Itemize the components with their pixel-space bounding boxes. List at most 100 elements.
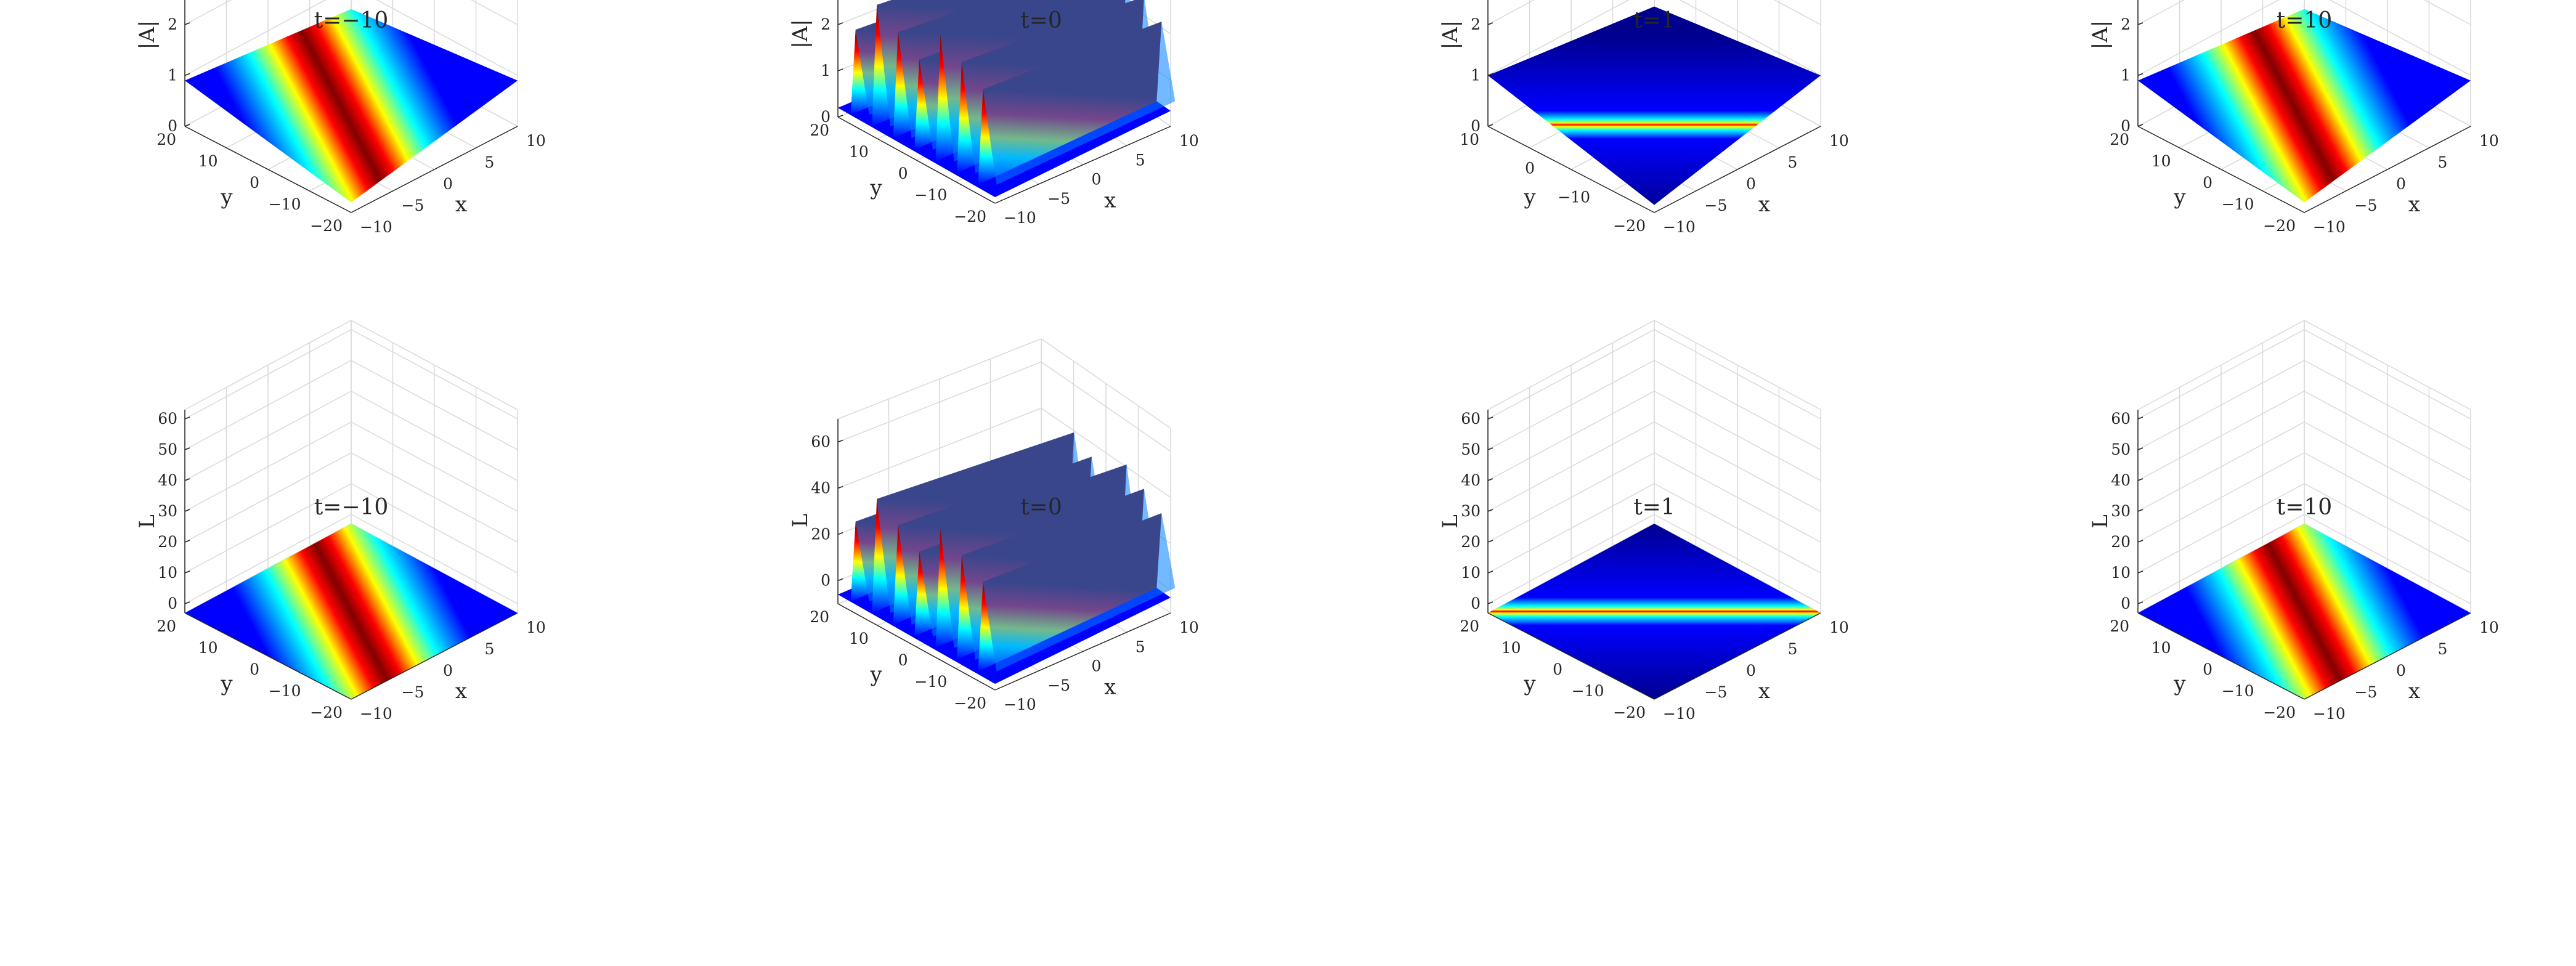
z-axis-label: |A| xyxy=(2088,20,2113,49)
y-tick-label: −20 xyxy=(954,208,986,225)
z-tick-label: 20 xyxy=(2111,533,2131,551)
x-tick-label: 0 xyxy=(2396,175,2406,193)
z-tick-label: 2 xyxy=(821,15,831,33)
x-axis-label: x xyxy=(1758,679,1770,704)
surface xyxy=(1488,6,1821,205)
surface xyxy=(838,0,1176,197)
x-tick-label: −5 xyxy=(1705,197,1728,214)
x-tick-label: −10 xyxy=(2313,218,2346,236)
surface-sheet xyxy=(2138,9,2471,203)
chart-title: t=1 xyxy=(1633,495,1675,520)
z-tick-label: 2 xyxy=(2121,15,2131,33)
x-tick-label: 0 xyxy=(443,662,453,680)
z-tick-label: 50 xyxy=(158,440,177,458)
x-tick-label: 5 xyxy=(2438,640,2448,658)
z-tick-label: 60 xyxy=(811,433,831,451)
z-tick-label: 0 xyxy=(1471,117,1481,135)
y-tick-label: 0 xyxy=(1553,660,1562,678)
y-tick-label: 20 xyxy=(156,617,176,635)
x-tick-label: −5 xyxy=(1705,683,1728,701)
z-tick-label: 1 xyxy=(821,62,831,79)
surface xyxy=(2138,9,2471,203)
surface xyxy=(185,524,518,699)
y-tick-label: −20 xyxy=(1613,217,1646,235)
z-tick-label: 20 xyxy=(158,533,177,551)
y-tick-label: 20 xyxy=(810,608,829,626)
x-axis-label: x xyxy=(455,679,467,704)
axes-lines xyxy=(184,0,518,213)
axes-lines xyxy=(837,419,1171,691)
x-tick-label: −10 xyxy=(360,705,392,723)
y-tick-label: 20 xyxy=(156,131,176,148)
z-tick-label: 0 xyxy=(168,117,177,135)
y-axis-label: y xyxy=(2173,185,2186,209)
z-tick-label: 10 xyxy=(1461,564,1481,582)
x-tick-label: 10 xyxy=(2479,132,2499,150)
x-tick-label: 10 xyxy=(526,619,546,636)
y-tick-label: 20 xyxy=(2110,617,2129,635)
y-axis-label: y xyxy=(2173,672,2186,696)
z-tick-label: 0 xyxy=(1471,595,1481,612)
y-tick-label: 0 xyxy=(250,174,259,192)
y-tick-label: −20 xyxy=(2263,704,2296,721)
y-tick-label: 10 xyxy=(2151,152,2171,170)
x-axis-label: x xyxy=(1104,675,1116,699)
z-axis-label: L xyxy=(1438,514,1463,529)
surface-ridge-shadow xyxy=(983,513,1176,672)
z-tick-label: 0 xyxy=(168,595,177,612)
y-axis-label: y xyxy=(220,185,233,209)
surface-sheet xyxy=(1488,524,1821,699)
surface-sheet xyxy=(1488,6,1821,205)
x-tick-label: −5 xyxy=(2355,197,2378,214)
y-tick-label: 10 xyxy=(1460,131,1479,148)
x-axis-label: x xyxy=(1758,192,1770,217)
z-tick-label: 40 xyxy=(2111,471,2131,489)
z-axis-label: |A| xyxy=(135,20,160,49)
axes-lines xyxy=(2137,410,2471,700)
y-tick-label: 10 xyxy=(2151,639,2171,657)
y-tick-label: 10 xyxy=(849,630,869,647)
z-tick-label: 0 xyxy=(2121,595,2131,612)
y-axis-label: y xyxy=(1523,185,1536,209)
chart-title: t=10 xyxy=(2277,495,2332,520)
x-tick-label: −10 xyxy=(1663,705,1696,723)
z-axis-label: L xyxy=(788,514,813,528)
y-axis-label: y xyxy=(869,662,882,687)
y-tick-label: −20 xyxy=(2263,217,2296,235)
z-tick-label: 1 xyxy=(1471,67,1481,84)
x-tick-label: 5 xyxy=(1788,640,1798,658)
x-tick-label: −5 xyxy=(402,197,425,214)
z-tick-label: 1 xyxy=(168,67,177,84)
x-tick-label: 0 xyxy=(2396,662,2406,680)
x-tick-label: 5 xyxy=(485,153,495,171)
z-axis-label: L xyxy=(135,514,160,529)
x-tick-label: 10 xyxy=(526,132,546,150)
z-tick-label: 10 xyxy=(158,564,177,582)
x-tick-label: −10 xyxy=(1004,209,1036,227)
x-tick-label: −5 xyxy=(1047,676,1070,694)
chart-title: t=10 xyxy=(2277,8,2332,33)
y-tick-label: −10 xyxy=(1558,188,1590,206)
y-tick-label: −20 xyxy=(310,704,343,721)
z-tick-label: 40 xyxy=(1461,471,1481,489)
z-axis-label: |A| xyxy=(1438,20,1463,49)
z-tick-label: 2 xyxy=(1471,15,1481,33)
y-tick-label: −20 xyxy=(310,217,343,235)
z-tick-label: 30 xyxy=(2111,502,2131,520)
y-tick-label: 20 xyxy=(810,121,829,139)
surface xyxy=(185,9,518,203)
z-axis-label: |A| xyxy=(788,19,813,48)
x-tick-label: −10 xyxy=(2313,705,2346,723)
x-axis-label: x xyxy=(2408,679,2420,704)
chart-title: t=0 xyxy=(1020,8,1062,33)
z-tick-label: 0 xyxy=(2121,117,2131,135)
y-tick-label: 0 xyxy=(1525,160,1535,177)
z-tick-label: 60 xyxy=(1461,410,1481,428)
x-tick-label: 0 xyxy=(1746,662,1756,680)
y-tick-label: 10 xyxy=(849,143,869,161)
y-tick-label: 0 xyxy=(2203,660,2212,678)
y-tick-label: −10 xyxy=(2222,195,2254,213)
